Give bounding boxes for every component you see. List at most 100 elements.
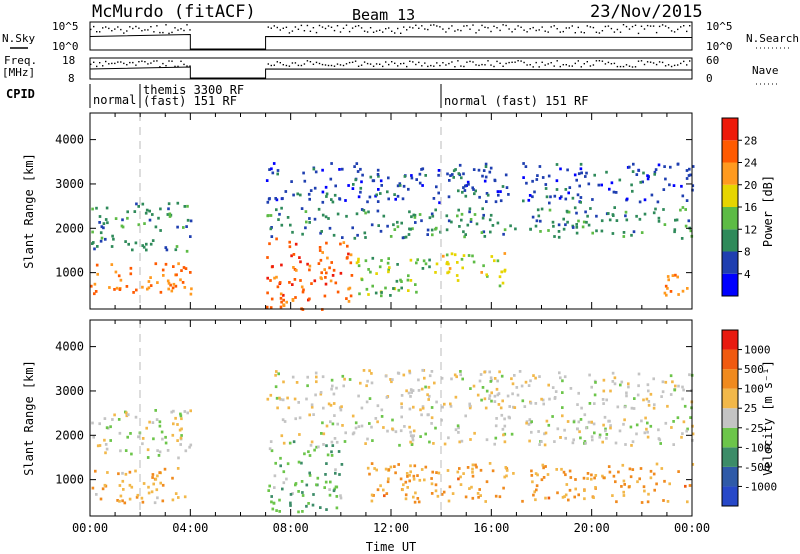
heatmap-cell <box>418 172 422 176</box>
heatmap-cell <box>267 214 270 217</box>
heatmap-cell <box>299 260 302 264</box>
heatmap-cell <box>646 430 649 434</box>
heatmap-cell <box>630 444 633 447</box>
heatmap-cell <box>339 271 343 275</box>
heatmap-cell <box>505 474 508 478</box>
heatmap-cell <box>357 195 361 199</box>
heatmap-cell <box>275 396 279 400</box>
strip-dot <box>562 30 564 33</box>
strip-dot <box>318 62 321 65</box>
heatmap-cell <box>125 414 129 418</box>
heatmap-cell <box>336 422 339 426</box>
strip-dot <box>162 62 164 65</box>
strip-dot <box>135 25 137 28</box>
heatmap-cell <box>437 471 441 475</box>
heatmap-cell <box>623 483 626 486</box>
heatmap-cell <box>329 177 333 181</box>
heatmap-cell <box>575 225 579 229</box>
heatmap-cell <box>557 223 561 227</box>
heatmap-cell <box>340 463 344 466</box>
heatmap-cell <box>601 398 605 401</box>
heatmap-cell <box>609 426 612 430</box>
heatmap-cell <box>370 223 374 227</box>
heatmap-cell <box>141 244 144 247</box>
heatmap-cell <box>295 269 298 272</box>
heatmap-cell <box>590 477 593 481</box>
heatmap-cell <box>542 402 545 406</box>
heatmap-cell <box>354 426 358 430</box>
strip-dot <box>141 30 143 32</box>
heatmap-cell <box>100 236 104 240</box>
heatmap-cell <box>350 274 354 277</box>
heatmap-cell <box>154 477 158 481</box>
strip-dot <box>96 31 98 33</box>
strip-dot <box>475 64 477 66</box>
heatmap-cell <box>342 384 345 388</box>
heatmap-cell <box>378 265 382 269</box>
power-ytick-label: 4000 <box>55 133 84 147</box>
heatmap-cell <box>408 407 412 411</box>
heatmap-cell <box>494 424 498 428</box>
heatmap-cell <box>391 378 394 381</box>
heatmap-cell <box>531 179 534 183</box>
heatmap-cell <box>376 404 380 408</box>
heatmap-cell <box>336 290 340 294</box>
strip-dot <box>496 27 498 29</box>
heatmap-cell <box>328 493 332 497</box>
heatmap-cell <box>666 275 670 278</box>
nsky-traces <box>89 24 693 50</box>
heatmap-cell <box>181 281 185 284</box>
heatmap-cell <box>469 387 472 390</box>
heatmap-cell <box>276 172 279 176</box>
strip-dot <box>105 60 107 63</box>
heatmap-cell <box>355 212 359 216</box>
strip-dot <box>375 30 378 32</box>
heatmap-cell <box>410 174 413 177</box>
heatmap-cell <box>149 242 153 246</box>
heatmap-cell <box>468 487 471 490</box>
heatmap-cell <box>151 213 154 216</box>
heatmap-cell <box>167 207 170 211</box>
heatmap-cell <box>104 443 108 446</box>
heatmap-cell <box>625 218 629 222</box>
heatmap-cell <box>396 220 399 224</box>
heatmap-cell <box>579 418 583 421</box>
heatmap-cell <box>321 213 325 217</box>
velocity-ytick-label: 4000 <box>55 340 84 354</box>
heatmap-cell <box>433 381 436 385</box>
heatmap-cell <box>489 380 493 383</box>
heatmap-cell <box>494 436 498 440</box>
heatmap-cell <box>274 197 277 200</box>
colorbar-tick-label: 25 <box>744 402 757 415</box>
heatmap-cell <box>503 252 507 255</box>
heatmap-cell <box>473 192 476 196</box>
heatmap-cell <box>329 480 332 484</box>
heatmap-cell <box>163 467 167 471</box>
heatmap-cell <box>529 401 533 405</box>
heatmap-cell <box>489 376 493 380</box>
heatmap-cell <box>129 432 132 435</box>
heatmap-cell <box>315 380 318 384</box>
heatmap-cell <box>189 443 193 447</box>
station-title: McMurdo (fitACF) <box>92 2 256 22</box>
heatmap-cell <box>325 271 328 275</box>
heatmap-cell <box>559 376 562 380</box>
strip-dot <box>354 60 357 62</box>
heatmap-cell <box>341 236 344 239</box>
heatmap-cell <box>465 184 468 187</box>
heatmap-cell <box>489 213 493 217</box>
heatmap-cell <box>336 212 340 216</box>
heatmap-cell <box>422 259 426 263</box>
heatmap-cell <box>554 390 558 393</box>
heatmap-cell <box>128 470 132 474</box>
heatmap-cell <box>328 488 331 491</box>
colorbar-tick-label: 500 <box>744 363 764 376</box>
strip-dot <box>276 61 278 63</box>
strip-dot <box>111 30 113 32</box>
heatmap-cell <box>671 274 675 277</box>
strip-line <box>89 33 693 50</box>
strip-dot <box>162 31 164 34</box>
heatmap-cell <box>404 235 408 239</box>
heatmap-cell <box>435 400 438 404</box>
heatmap-cell <box>691 184 695 188</box>
